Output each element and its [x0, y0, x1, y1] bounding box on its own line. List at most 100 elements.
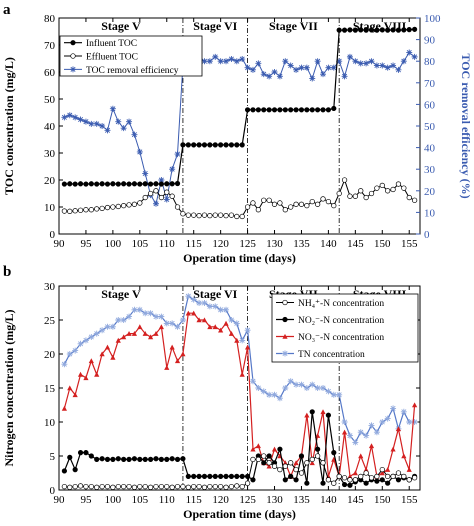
series-2-point	[320, 409, 326, 415]
series-0-point	[315, 107, 321, 113]
y-tick-label: 30	[44, 148, 56, 160]
series-2-point	[121, 334, 127, 340]
series-2-point	[153, 331, 159, 336]
series-0-point	[239, 483, 245, 490]
series-2-point	[223, 320, 229, 326]
series-0-point	[320, 460, 326, 466]
y-tick-label: 10	[44, 202, 56, 214]
series-0-point	[309, 456, 315, 463]
series-2-point	[169, 344, 175, 350]
series-2-point	[411, 53, 418, 60]
series-2-point	[110, 354, 116, 360]
x-axis-label: Operation time (days)	[183, 251, 296, 265]
series-2-point	[191, 310, 197, 316]
series-0-point	[406, 477, 412, 483]
series-1-point	[131, 201, 138, 207]
series-0-point	[293, 466, 299, 473]
series-1-point	[250, 477, 256, 483]
series-3-point	[346, 432, 353, 439]
series-0-point	[121, 181, 127, 187]
series-0-point	[174, 180, 181, 187]
series-2-point	[357, 60, 364, 67]
series-0-point	[288, 460, 294, 466]
series-0-point	[336, 473, 342, 480]
series-0-point	[352, 27, 358, 33]
series-0-point	[169, 484, 175, 490]
series-2-point	[137, 324, 143, 330]
series-2-point	[384, 64, 391, 71]
series-3-point	[152, 313, 159, 320]
series-0-point	[390, 473, 396, 480]
series-1-point	[293, 477, 299, 483]
series-0-point	[164, 483, 170, 490]
legend-box	[271, 293, 419, 363]
series-2-point	[395, 426, 402, 432]
series-0-point	[255, 107, 261, 113]
x-tick-label: 115	[186, 238, 203, 250]
series-1-point	[99, 205, 105, 212]
series-2-point	[169, 166, 176, 173]
series-1-point	[77, 207, 84, 213]
series-3-point	[66, 351, 73, 357]
x-tick-label: 125	[239, 238, 256, 250]
series-0-point	[121, 483, 127, 490]
series-1-point	[212, 212, 218, 218]
series-2-point	[266, 463, 272, 469]
series-0-point	[217, 483, 224, 490]
series-0-point	[266, 107, 272, 113]
series-3-point	[201, 300, 208, 306]
series-0-point	[191, 483, 197, 490]
series-2-point	[217, 58, 224, 65]
x-tick-label: 105	[132, 494, 149, 506]
series-2-point	[303, 64, 310, 71]
series-2-point	[250, 446, 256, 452]
y2-tick-label: 40	[424, 143, 436, 155]
series-2-point	[228, 56, 235, 63]
series-2-point	[347, 473, 353, 479]
series-3-point	[163, 320, 170, 327]
series-2-point	[298, 64, 305, 71]
y-tick-label: 20	[44, 349, 56, 361]
series-1-point	[277, 200, 283, 206]
series-group	[61, 293, 418, 490]
series-0-point	[223, 484, 229, 490]
series-2-point	[115, 118, 122, 125]
x-tick-label: 90	[54, 494, 66, 506]
series-0-point	[99, 483, 105, 490]
series-1-point	[244, 204, 251, 210]
series-2-point	[136, 148, 143, 155]
series-1-point	[374, 478, 380, 484]
series-0-point	[401, 27, 407, 33]
series-3-point	[368, 422, 375, 429]
y-tick-label: 25	[44, 315, 56, 327]
series-1-point	[164, 189, 170, 195]
series-0-point	[304, 460, 310, 466]
series-3-point	[196, 300, 203, 306]
series-3-point	[255, 385, 262, 391]
series-2-point	[412, 402, 418, 408]
y-tick-label: 10	[44, 417, 56, 429]
stage-label: Stage VI	[193, 19, 237, 33]
series-0-point	[207, 483, 213, 490]
series-0-point	[137, 181, 143, 187]
series-1-point	[223, 473, 229, 480]
series-3-point	[287, 378, 294, 385]
series-1-point	[347, 193, 353, 199]
series-1-point	[385, 188, 391, 194]
series-0-point	[142, 483, 148, 490]
series-3-point	[115, 317, 122, 323]
series-1-point	[315, 446, 321, 452]
series-2-point	[400, 58, 407, 65]
y-tick-label: 30	[44, 281, 56, 293]
series-1-point	[115, 203, 121, 210]
legend: NH₄⁺-N concentration NO₂⁻-N concentration…	[271, 293, 419, 363]
series-0-point	[83, 181, 89, 187]
series-3-point	[206, 303, 213, 310]
series-0-point	[412, 26, 418, 32]
series-1-point	[282, 477, 288, 483]
series-0-point	[142, 181, 148, 187]
series-3-point	[136, 306, 143, 313]
series-2-point	[255, 443, 261, 449]
y2-tick-label: 80	[424, 56, 436, 68]
series-0-point	[115, 483, 121, 490]
